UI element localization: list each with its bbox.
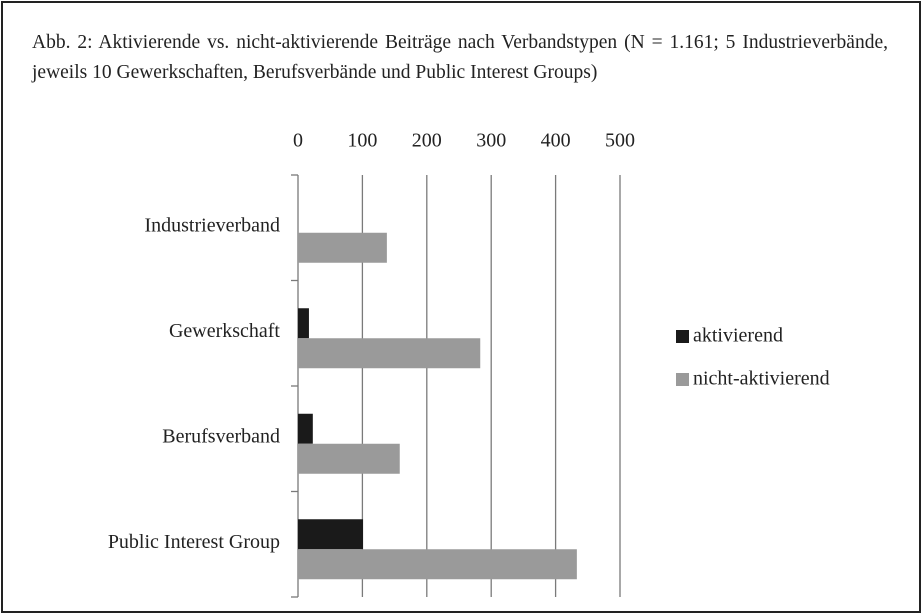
chart-title: Abb. 2: Aktivierende vs. nicht-aktiviere… [32, 32, 888, 83]
x-tick-label: 400 [541, 130, 571, 152]
bar [298, 519, 364, 550]
bar [298, 308, 309, 339]
bar [298, 549, 577, 580]
y-tick-label: Berufsverband [162, 425, 280, 447]
legend-swatch [676, 330, 689, 343]
x-tick-label: 500 [605, 130, 635, 152]
bar [298, 413, 313, 444]
x-tick-label: 200 [412, 130, 442, 152]
legend-swatch [676, 373, 689, 386]
bar [298, 338, 481, 369]
y-tick-label: Public Interest Group [108, 531, 280, 553]
legend-label: nicht-aktivierend [693, 368, 830, 390]
x-tick-label: 300 [476, 130, 506, 152]
bar [298, 443, 400, 474]
y-tick-label: Gewerkschaft [169, 320, 280, 342]
legend-label: aktivierend [693, 325, 783, 347]
bar [298, 232, 387, 263]
y-tick-label: Industrieverband [144, 214, 280, 236]
x-tick-label: 100 [347, 130, 377, 152]
x-tick-label: 0 [293, 130, 303, 152]
